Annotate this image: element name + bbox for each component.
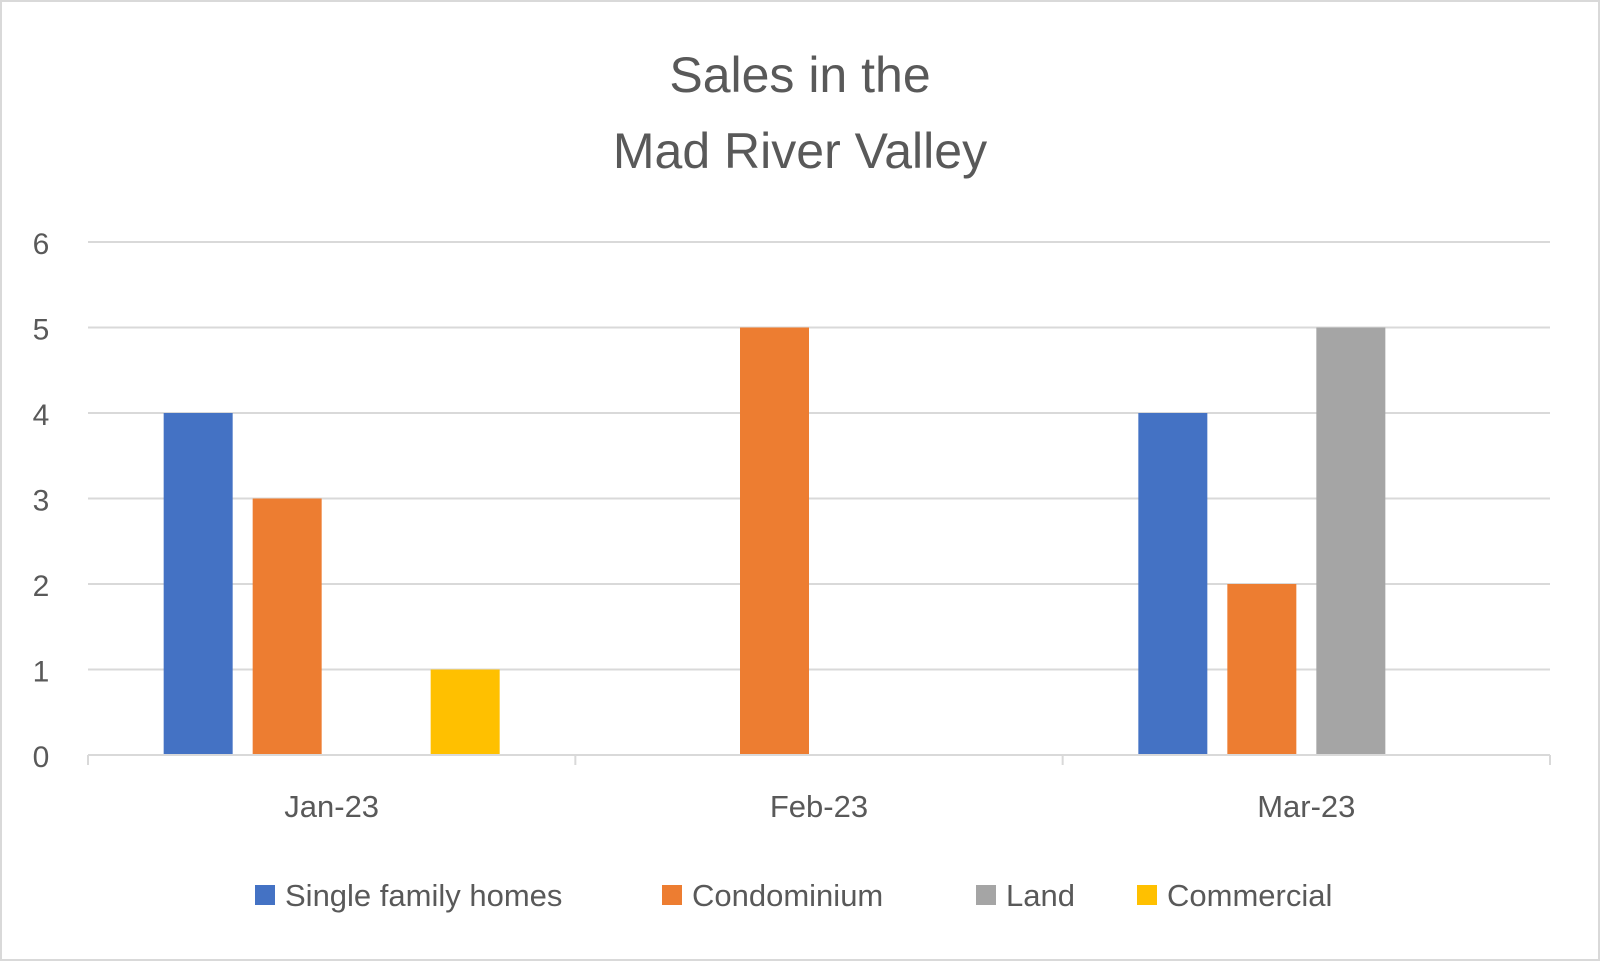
legend-swatch	[976, 885, 996, 905]
y-tick-label: 0	[33, 741, 50, 774]
legend-label: Single family homes	[285, 878, 562, 913]
bar-single-family-homes-mar-23	[1138, 413, 1208, 755]
bar-single-family-homes-jan-23	[163, 413, 233, 755]
x-tick-label: Jan-23	[284, 789, 379, 824]
bar-commercial-jan-23	[430, 669, 500, 755]
legend-item: Commercial	[1137, 878, 1332, 913]
legend-label: Condominium	[692, 878, 883, 913]
legend-item: Single family homes	[255, 878, 562, 913]
legend-item: Condominium	[662, 878, 883, 913]
legend-swatch	[1137, 885, 1157, 905]
legend-label: Commercial	[1167, 878, 1332, 913]
legend-swatch	[662, 885, 682, 905]
bar-land-mar-23	[1316, 327, 1386, 755]
chart-title-line-1: Sales in the	[669, 47, 930, 103]
y-tick-label: 5	[33, 314, 50, 347]
y-tick-label: 2	[33, 570, 50, 603]
y-tick-label: 3	[33, 485, 50, 518]
x-tick-label: Feb-23	[770, 789, 868, 824]
legend-label: Land	[1006, 878, 1075, 913]
bar-condominium-jan-23	[252, 498, 322, 755]
bar-condominium-feb-23	[740, 327, 809, 755]
legend-item: Land	[976, 878, 1075, 913]
x-tick-label: Mar-23	[1257, 789, 1355, 824]
bar-condominium-mar-23	[1227, 584, 1297, 755]
y-tick-label: 1	[33, 656, 50, 689]
y-tick-label: 4	[33, 399, 50, 432]
legend-swatch	[255, 885, 275, 905]
y-tick-label: 6	[33, 228, 50, 261]
chart-title-line-2: Mad River Valley	[613, 123, 987, 179]
